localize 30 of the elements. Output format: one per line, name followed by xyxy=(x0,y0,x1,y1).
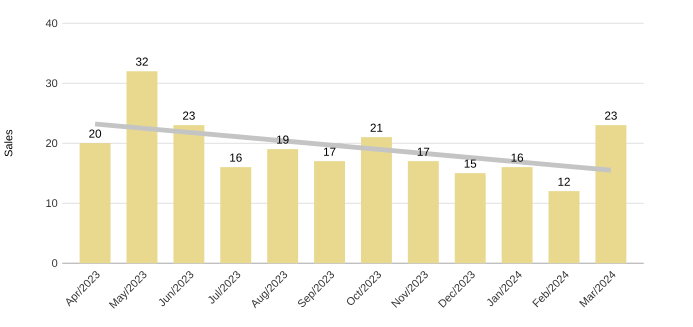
data-label: 23 xyxy=(605,112,617,120)
data-label: 16 xyxy=(512,154,524,162)
y-tick-label: 0 xyxy=(52,259,58,268)
data-label: 17 xyxy=(324,148,336,156)
bar xyxy=(454,173,486,264)
data-label: 12 xyxy=(558,178,570,186)
bar xyxy=(360,137,392,264)
y-tick-label: 10 xyxy=(46,199,58,208)
y-axis-title: Sales xyxy=(4,130,12,156)
bar xyxy=(126,71,158,264)
data-label: 32 xyxy=(136,58,148,66)
bar xyxy=(548,191,580,264)
data-label: 23 xyxy=(183,112,195,120)
y-tick-label: 40 xyxy=(46,19,58,28)
data-label: 17 xyxy=(418,148,430,156)
y-tick-label: 20 xyxy=(46,139,58,148)
data-label: 20 xyxy=(89,130,102,138)
y-tick-label: 30 xyxy=(46,79,58,88)
bar xyxy=(220,167,252,264)
bar xyxy=(80,143,111,264)
bar xyxy=(314,161,346,264)
bar xyxy=(595,125,626,264)
data-label: 21 xyxy=(370,124,382,132)
bar xyxy=(502,167,533,264)
data-label: 15 xyxy=(464,160,476,168)
data-label: 16 xyxy=(230,154,242,162)
bar xyxy=(267,149,298,264)
bar xyxy=(173,125,204,264)
bar xyxy=(408,161,439,264)
data-label: 19 xyxy=(277,136,289,144)
